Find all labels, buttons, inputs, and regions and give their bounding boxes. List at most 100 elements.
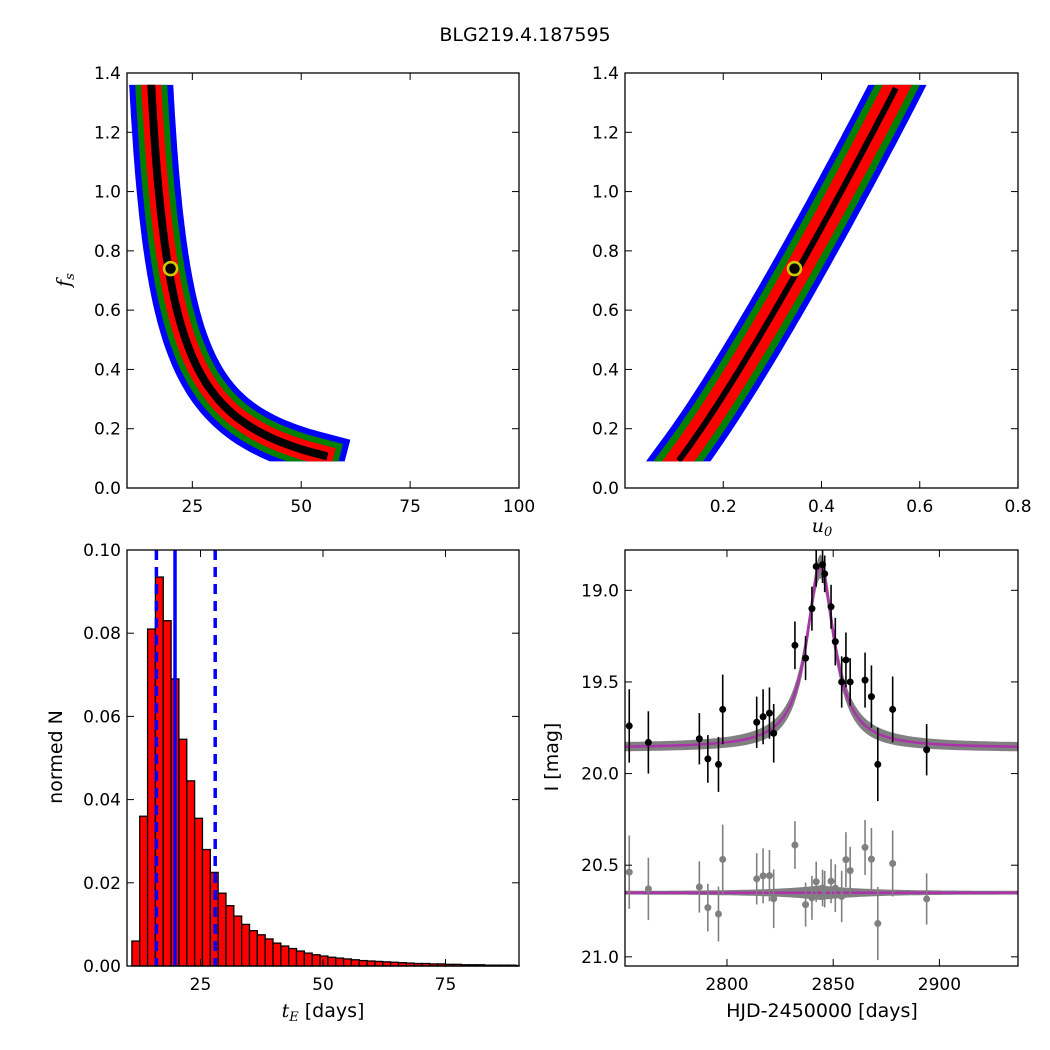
br-data-point xyxy=(923,746,931,754)
bl-ytick-label: 0.04 xyxy=(83,791,121,811)
bl-bar xyxy=(186,780,196,967)
bl-bar xyxy=(256,934,266,967)
br-residual-point xyxy=(827,877,835,885)
panel-fs-vs-te: 25 50 75 100 0.0 0.2 0.4 0.6 0.8 1.0 1.2 1.4 xyxy=(94,64,535,517)
br-ytick-label: 21.0 xyxy=(581,948,619,968)
tr-best-fit-marker xyxy=(786,260,803,277)
br-xtick-label: 2900 xyxy=(918,975,961,995)
tl-ytick-label: 0.6 xyxy=(94,301,121,321)
tr-ytick-label: 0.0 xyxy=(592,479,619,499)
br-residual-point xyxy=(874,920,882,928)
br-ytick-label: 19.5 xyxy=(581,673,619,693)
br-residual-point xyxy=(808,894,816,902)
tl-ytick-label: 0.8 xyxy=(94,242,121,262)
bl-xtick-label: 50 xyxy=(312,975,334,995)
br-frame xyxy=(624,549,1019,967)
br-residual-point xyxy=(867,855,875,863)
br-data-point xyxy=(759,713,767,721)
bl-bar xyxy=(241,923,251,967)
tl-ytick-label: 1.4 xyxy=(94,64,121,84)
bl-bar xyxy=(201,848,211,967)
tr-ytick-label: 1.0 xyxy=(592,183,619,203)
br-residual-point xyxy=(821,885,829,893)
bl-ytick-label: 0.06 xyxy=(83,707,121,727)
tr-xtick-label: 0.2 xyxy=(710,497,737,517)
br-data-point xyxy=(831,638,839,646)
tl-xtick-label: 25 xyxy=(182,497,204,517)
br-data-point xyxy=(842,656,850,664)
bl-bar xyxy=(288,947,298,967)
panel-te-histogram: 25 50 75 0.00 0.02 0.04 0.06 0.08 0.10 xyxy=(83,541,520,995)
tr-ytick-label: 1.4 xyxy=(592,64,619,84)
bl-bar xyxy=(209,871,219,967)
bl-ytick-label: 0.02 xyxy=(83,874,121,894)
br-ylabel: I [mag] xyxy=(541,723,563,792)
bl-bar xyxy=(139,815,149,967)
br-ytick-label: 20.0 xyxy=(581,765,619,785)
br-data-point xyxy=(821,570,829,578)
br-residual-point xyxy=(838,893,846,901)
br-data-point xyxy=(867,693,875,701)
br-residual-point xyxy=(765,872,773,880)
br-data-point xyxy=(874,760,882,768)
br-residual-point xyxy=(791,841,799,849)
br-residual-point xyxy=(923,895,931,903)
br-data-point xyxy=(719,705,727,713)
tl-xtick-label: 75 xyxy=(399,497,421,517)
bl-ylabel: normed N xyxy=(45,710,67,804)
tl-best-fit-marker xyxy=(162,260,179,277)
bl-bar xyxy=(335,957,345,967)
bl-bar xyxy=(264,938,274,967)
br-residual-point xyxy=(889,860,897,868)
tr-xtick-label: 0.4 xyxy=(808,497,835,517)
br-residual-point xyxy=(704,904,712,912)
br-data-point xyxy=(827,603,835,611)
bl-bar xyxy=(272,942,282,967)
bl-bar xyxy=(193,817,204,967)
tl-ytick-label: 0.0 xyxy=(94,479,121,499)
br-residual-point xyxy=(831,884,839,892)
br-residual-point xyxy=(842,856,850,864)
br-data-point xyxy=(625,722,633,730)
tr-xtick-label: 0.6 xyxy=(906,497,933,517)
bl-ytick-label: 0.08 xyxy=(83,624,121,644)
br-ytick-label: 20.5 xyxy=(581,856,619,876)
br-residual-point xyxy=(759,872,767,880)
br-residual-point xyxy=(861,843,869,851)
bl-xtick-label: 75 xyxy=(435,975,457,995)
br-residual-point xyxy=(644,885,652,893)
br-data-point xyxy=(644,738,652,746)
br-data-point xyxy=(770,729,778,737)
bl-bar xyxy=(319,955,329,967)
tl-ytick-label: 1.0 xyxy=(94,183,121,203)
br-data-point xyxy=(861,676,869,684)
tl-xtick-label: 100 xyxy=(503,497,535,517)
br-plot-area xyxy=(625,550,1018,961)
br-data-point xyxy=(802,654,810,662)
br-data-point xyxy=(889,705,897,713)
br-xtick-label: 2850 xyxy=(812,975,855,995)
tr-xtick-label: 0.8 xyxy=(1004,497,1031,517)
bl-bar xyxy=(280,945,290,967)
tl-ytick-label: 0.2 xyxy=(94,420,121,440)
br-data-point xyxy=(812,562,820,570)
br-data-point xyxy=(808,605,816,613)
br-xlabel: HJD-2450000 [days] xyxy=(726,1000,918,1022)
bl-bar xyxy=(358,959,368,967)
bl-bar xyxy=(327,956,337,967)
bl-xlabel: tE [days] xyxy=(282,1000,365,1025)
bl-bar xyxy=(162,620,172,967)
tr-ytick-label: 0.2 xyxy=(592,420,619,440)
bl-bar xyxy=(131,940,141,967)
br-data-point xyxy=(846,678,854,686)
br-residual-point xyxy=(695,883,703,891)
br-data-point xyxy=(695,735,703,743)
br-residual-point xyxy=(802,901,810,909)
br-residual-point xyxy=(625,868,633,876)
br-data-point xyxy=(791,641,799,649)
bl-bar xyxy=(217,892,227,967)
br-data-point xyxy=(714,760,722,768)
bl-bar xyxy=(366,960,376,967)
figure-title: BLG219.4.187595 xyxy=(439,24,610,46)
bl-bar xyxy=(342,958,353,967)
